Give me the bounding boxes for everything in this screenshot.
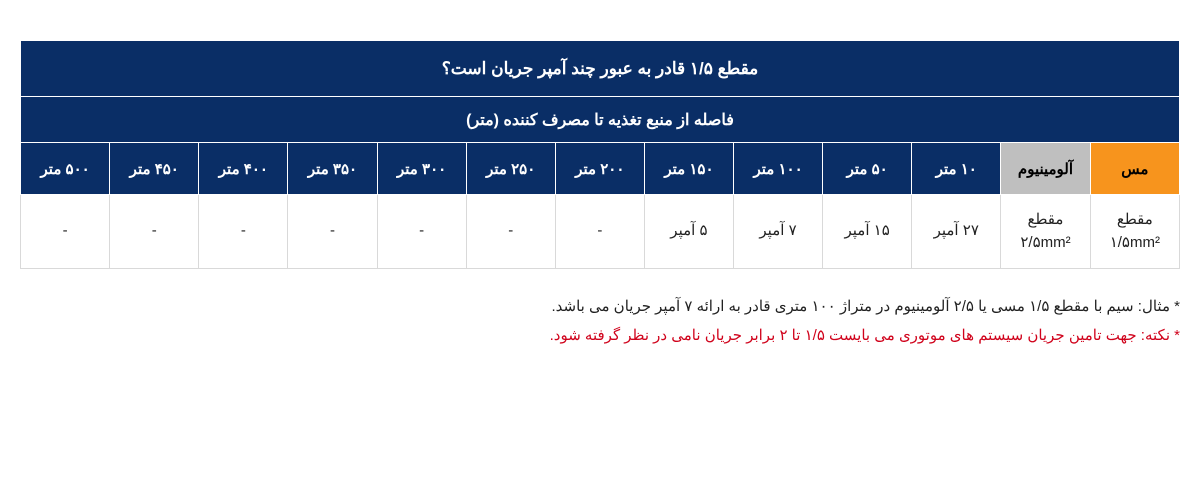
cell-400: - bbox=[199, 195, 288, 269]
footnote-example: * مثال: سیم با مقطع ۱/۵ مسی یا ۲/۵ آلومی… bbox=[20, 293, 1180, 322]
cell-mes: مقطع۱/۵mm² bbox=[1090, 195, 1179, 269]
col-header-alu: آلومینیوم bbox=[1001, 143, 1090, 195]
col-header-100: ۱۰۰ متر bbox=[733, 143, 822, 195]
cell-200: - bbox=[555, 195, 644, 269]
current-table: مقطع ۱/۵ قادر به عبور چند آمپر جریان است… bbox=[20, 40, 1180, 269]
cell-10: ۲۷ آمپر bbox=[912, 195, 1001, 269]
cell-250: - bbox=[466, 195, 555, 269]
col-header-500: ۵۰۰ متر bbox=[21, 143, 110, 195]
col-header-150: ۱۵۰ متر bbox=[644, 143, 733, 195]
cell-150: ۵ آمپر bbox=[644, 195, 733, 269]
cell-450: - bbox=[110, 195, 199, 269]
col-header-mes: مس bbox=[1090, 143, 1179, 195]
cell-alu: مقطع۲/۵mm² bbox=[1001, 195, 1090, 269]
col-header-400: ۴۰۰ متر bbox=[199, 143, 288, 195]
table-row: مقطع۱/۵mm² مقطع۲/۵mm² ۲۷ آمپر ۱۵ آمپر ۷ … bbox=[21, 195, 1180, 269]
footnote-warning: * نکته: جهت تامین جریان سیستم های موتوری… bbox=[20, 322, 1180, 351]
table-subtitle: فاصله از منبع تغذیه تا مصرف کننده (متر) bbox=[21, 97, 1180, 143]
cell-50: ۱۵ آمپر bbox=[823, 195, 912, 269]
col-header-200: ۲۰۰ متر bbox=[555, 143, 644, 195]
footnotes: * مثال: سیم با مقطع ۱/۵ مسی یا ۲/۵ آلومی… bbox=[20, 293, 1180, 350]
col-header-250: ۲۵۰ متر bbox=[466, 143, 555, 195]
cell-100: ۷ آمپر bbox=[733, 195, 822, 269]
col-header-10: ۱۰ متر bbox=[912, 143, 1001, 195]
col-header-350: ۳۵۰ متر bbox=[288, 143, 377, 195]
col-header-450: ۴۵۰ متر bbox=[110, 143, 199, 195]
table-container: مقطع ۱/۵ قادر به عبور چند آمپر جریان است… bbox=[20, 40, 1180, 350]
col-header-300: ۳۰۰ متر bbox=[377, 143, 466, 195]
cell-350: - bbox=[288, 195, 377, 269]
col-header-50: ۵۰ متر bbox=[823, 143, 912, 195]
cell-500: - bbox=[21, 195, 110, 269]
cell-300: - bbox=[377, 195, 466, 269]
table-title: مقطع ۱/۵ قادر به عبور چند آمپر جریان است… bbox=[21, 41, 1180, 97]
